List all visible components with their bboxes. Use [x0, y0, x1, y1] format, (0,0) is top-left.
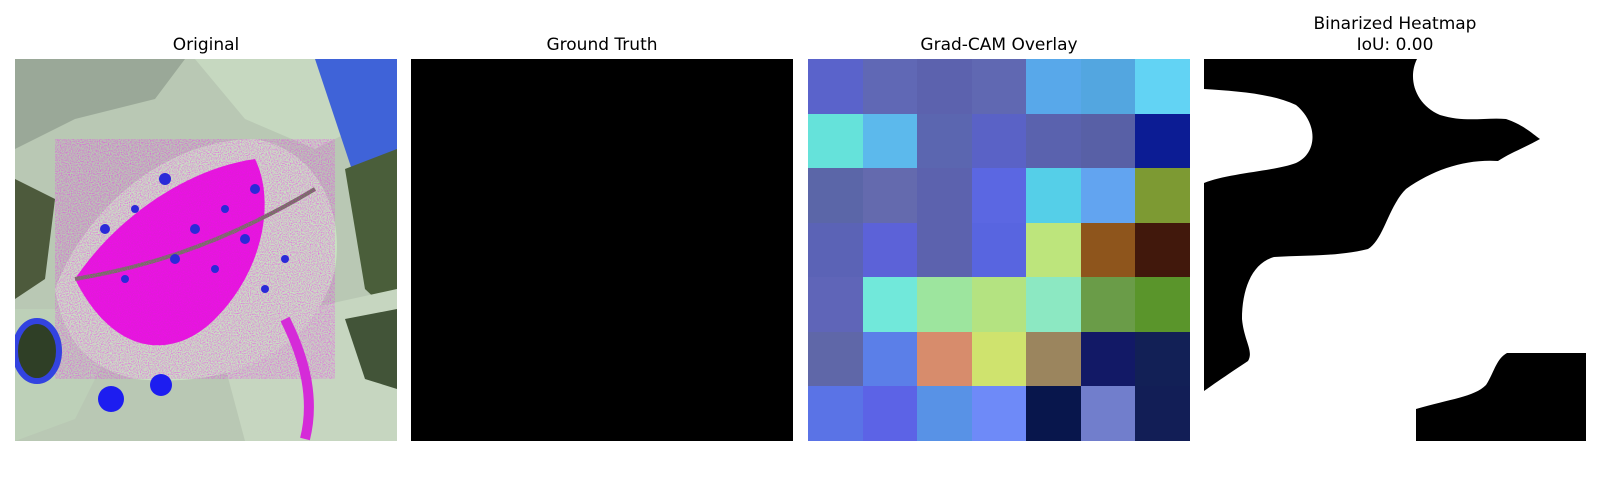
gradcam-cell	[1135, 331, 1190, 387]
gradcam-cell	[1026, 331, 1081, 387]
gradcam-cell	[1080, 168, 1136, 223]
gradcam-cell	[1135, 277, 1190, 332]
gradcam-cell	[1026, 277, 1081, 332]
gradcam-cell	[1026, 168, 1081, 223]
gradcam-cell	[971, 113, 1027, 169]
gradcam-cell	[971, 168, 1027, 223]
gradcam-cell	[1135, 222, 1190, 278]
gradcam-cell	[917, 59, 972, 114]
panel-title-ground-truth: Ground Truth	[546, 35, 658, 55]
gradcam-cell	[1135, 386, 1190, 441]
gradcam-cell	[862, 59, 918, 114]
binarized-mask-svg	[1204, 59, 1586, 441]
gradcam-cell	[971, 277, 1027, 332]
panel-title-gradcam: Grad-CAM Overlay	[920, 35, 1078, 55]
gradcam-cell	[917, 113, 972, 169]
gradcam-cell	[1135, 168, 1190, 223]
panel-title-original: Original	[172, 35, 240, 55]
binarized-heatmap-image	[1204, 59, 1586, 441]
gradcam-cell	[808, 59, 863, 114]
ground-truth-mask	[411, 59, 793, 441]
gradcam-cell	[971, 59, 1027, 114]
gradcam-cell	[1080, 113, 1136, 169]
gradcam-cell	[917, 386, 972, 441]
binarized-title: Binarized Heatmap	[1313, 14, 1477, 34]
gradcam-cell	[808, 277, 863, 332]
original-leaf-image	[15, 59, 397, 441]
iou-label: IoU: 0.00	[1356, 35, 1434, 55]
gradcam-overlay-image	[808, 59, 1190, 441]
gradcam-cell	[917, 168, 972, 223]
gradcam-cell	[808, 168, 863, 223]
gradcam-cell	[1026, 386, 1081, 441]
gradcam-cell	[862, 331, 918, 387]
gradcam-cell	[862, 222, 918, 278]
gradcam-cell	[1026, 113, 1081, 169]
gradcam-cell	[862, 113, 918, 169]
ground-truth-black-fill	[411, 59, 793, 441]
gradcam-cell	[971, 222, 1027, 278]
gradcam-cell	[971, 331, 1027, 387]
gradcam-cell	[917, 331, 972, 387]
gradcam-cell	[1080, 277, 1136, 332]
gradcam-cell	[1135, 113, 1190, 169]
gradcam-cell	[862, 277, 918, 332]
gradcam-cell	[1026, 222, 1081, 278]
gradcam-cell	[862, 386, 918, 441]
gradcam-cell	[917, 222, 972, 278]
gradcam-cell	[917, 277, 972, 332]
gradcam-cell	[1080, 386, 1136, 441]
panel-title-binarized: Binarized Heatmap IoU: 0.00	[1204, 14, 1586, 56]
original-image	[15, 59, 397, 441]
gradcam-cell	[1080, 59, 1136, 114]
gradcam-grid	[808, 59, 1190, 441]
gradcam-cell	[1026, 59, 1081, 114]
gradcam-cell	[1080, 222, 1136, 278]
gradcam-cell	[971, 386, 1027, 441]
gradcam-cell	[1080, 331, 1136, 387]
gradcam-cell	[862, 168, 918, 223]
gradcam-cell	[808, 386, 863, 441]
gradcam-cell	[808, 331, 863, 387]
gradcam-cell	[808, 222, 863, 278]
gradcam-cell	[1135, 59, 1190, 114]
gradcam-cell	[808, 113, 863, 169]
